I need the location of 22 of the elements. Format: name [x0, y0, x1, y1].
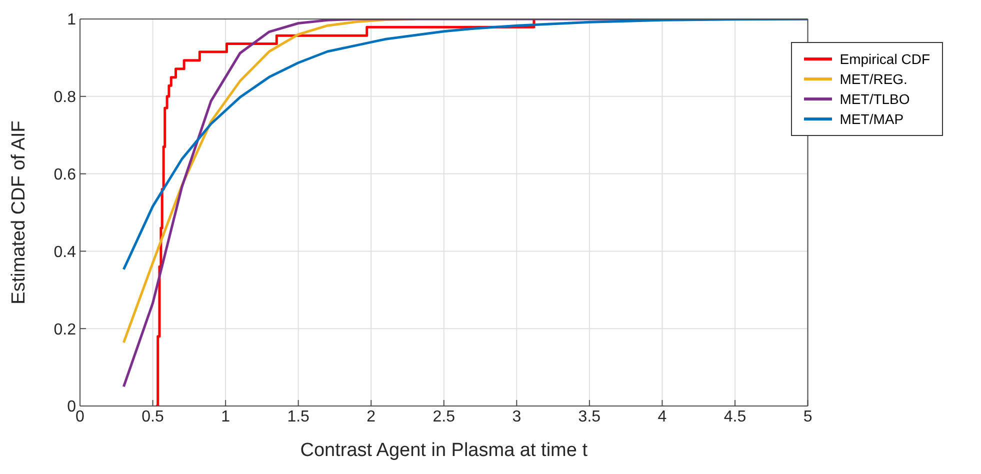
- x-tick-label: 4: [658, 408, 667, 426]
- line-series: [122, 19, 808, 271]
- legend-label: MET/REG.: [840, 70, 908, 89]
- y-tick-label: 0.8: [54, 89, 76, 106]
- x-tick-label: 1: [221, 408, 230, 426]
- x-axis-title: Contrast Agent in Plasma at time t: [300, 440, 588, 461]
- y-tick-label: 0.6: [54, 166, 76, 184]
- x-tick-label: 3: [512, 408, 522, 426]
- y-tick-label: 0.4: [54, 244, 76, 261]
- legend-label: Empirical CDF: [840, 50, 930, 69]
- legend-label: MET/TLBO: [840, 90, 910, 109]
- x-tick-label: 1.5: [287, 408, 310, 426]
- x-tick-label: 0.5: [142, 408, 164, 426]
- x-tick-label: 4.5: [724, 408, 746, 426]
- x-tick-label: 3.5: [578, 408, 601, 426]
- y-tick-label: 1: [67, 12, 76, 29]
- y-tick-label: 0.2: [54, 321, 76, 338]
- x-tick-label: 2: [366, 408, 376, 426]
- legend-label: MET/MAP: [840, 110, 904, 129]
- x-tick-label: 2.5: [432, 408, 456, 426]
- x-tick-label: 5: [803, 408, 812, 426]
- y-axis-title: Estimated CDF of AIF: [8, 120, 30, 304]
